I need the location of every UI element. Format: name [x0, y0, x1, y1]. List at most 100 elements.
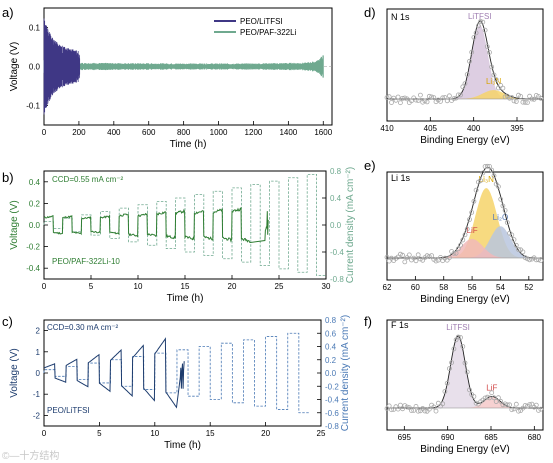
x-tick-label: 0	[42, 282, 47, 291]
data-point	[493, 77, 499, 82]
data-point	[495, 395, 501, 401]
x-tick-label: 15	[206, 429, 215, 438]
y2-tick-label: -0.4	[330, 248, 344, 257]
data-point	[482, 27, 488, 33]
data-point	[402, 95, 408, 101]
panel-b: 0 5 10 15 20 25 30 Time (h) -0.4 -0.2 0.0 0.2 0.4 Vol…	[9, 167, 356, 304]
data-point	[513, 401, 519, 407]
data-point	[406, 252, 412, 258]
data-point	[478, 18, 484, 24]
y2-axis-label: Current density (mA cm⁻²)	[345, 167, 356, 283]
x-tick-label: 405	[424, 124, 438, 133]
data-point	[471, 394, 477, 399]
y-axis-label: Voltage (V)	[9, 42, 20, 91]
x-tick-label: 52	[524, 283, 533, 292]
data-point	[413, 97, 419, 103]
x-axis-label: Binding Energy (eV)	[420, 444, 510, 455]
data-point	[429, 94, 435, 100]
y2-tick-label: -0.6	[325, 409, 339, 418]
y2-tick-label: 0.4	[325, 343, 337, 352]
x-tick-label: 410	[380, 124, 394, 133]
data-point	[475, 23, 481, 29]
data-point	[389, 407, 394, 413]
y2-tick-label: 0.4	[330, 194, 342, 203]
data-point	[471, 198, 477, 204]
panel-c-sample: PEO/LiTFSI	[47, 406, 90, 415]
data-point	[467, 58, 472, 64]
data-point	[493, 399, 499, 404]
data-point	[413, 258, 419, 264]
y2-tick-label: 0.8	[325, 316, 337, 325]
y-axis-label: Voltage (V)	[9, 200, 20, 249]
data-point	[520, 99, 526, 105]
y-tick-label: -2	[33, 411, 41, 420]
data-point	[462, 232, 468, 238]
data-point	[397, 100, 403, 106]
x-tick-label: 15	[181, 282, 190, 291]
data-point	[400, 406, 406, 412]
data-point	[458, 242, 463, 248]
data-point	[498, 196, 504, 202]
y-tick-label: 0.1	[29, 24, 41, 33]
panel-e: 62 60 58 56 54 52 Binding Energy (eV) Li₃N Li₂O L…	[383, 163, 544, 305]
y2-tick-label: -0.4	[325, 396, 339, 405]
data-point	[455, 246, 461, 252]
peak-component	[387, 226, 543, 258]
data-point	[484, 394, 490, 400]
data-point	[500, 203, 506, 209]
data-point	[509, 95, 515, 100]
data-point	[413, 403, 419, 409]
data-point	[520, 249, 526, 255]
data-point	[433, 258, 439, 264]
y2-tick-label: 0.6	[325, 329, 337, 338]
peak-label: Li₃N	[486, 77, 501, 86]
data-point	[464, 226, 470, 232]
peak-component	[387, 238, 543, 258]
x-tick-label: 395	[510, 124, 524, 133]
x-tick-label: 1400	[279, 128, 297, 137]
voltage-series	[43, 337, 185, 409]
y-tick-label: 1	[36, 348, 41, 357]
data-point	[473, 30, 479, 36]
data-point	[386, 258, 392, 264]
data-point	[469, 209, 475, 215]
peak-label: LiF	[467, 226, 478, 235]
data-point	[489, 167, 495, 173]
x-tick-label: 1600	[314, 128, 332, 137]
data-point	[462, 81, 468, 86]
data-point	[531, 96, 537, 102]
x-tick-label: 0	[42, 128, 47, 137]
data-point	[384, 254, 390, 260]
y2-tick-label: -0.2	[325, 382, 339, 391]
data-point	[469, 49, 475, 55]
x-tick-label: 680	[528, 433, 542, 442]
data-point	[455, 92, 461, 98]
data-point	[446, 366, 452, 372]
peak-label: Li₂O	[493, 213, 509, 222]
data-point	[395, 254, 401, 260]
data-point	[420, 406, 426, 411]
x-axis-label: Binding Energy (eV)	[420, 294, 510, 305]
x-axis-label: Time (h)	[170, 139, 207, 150]
x-tick-label: 1200	[245, 128, 263, 137]
x-tick-label: 56	[468, 283, 477, 292]
data-point	[507, 402, 513, 408]
data-point	[504, 220, 510, 225]
data-point	[473, 187, 479, 193]
panel-d-element: N 1s	[391, 12, 410, 22]
current-density-series	[43, 173, 326, 277]
data-point	[489, 64, 495, 70]
x-tick-label: 400	[107, 128, 121, 137]
data-point	[511, 98, 517, 104]
panel-a-label: a)	[2, 5, 14, 20]
data-point	[424, 253, 430, 259]
x-axis-label: Time (h)	[164, 440, 201, 451]
panel-b-label: b)	[2, 170, 14, 185]
data-point	[533, 257, 539, 263]
data-point	[453, 250, 459, 256]
data-point	[513, 242, 519, 248]
data-point	[462, 360, 468, 366]
data-point	[464, 369, 470, 375]
data-point	[487, 163, 492, 169]
